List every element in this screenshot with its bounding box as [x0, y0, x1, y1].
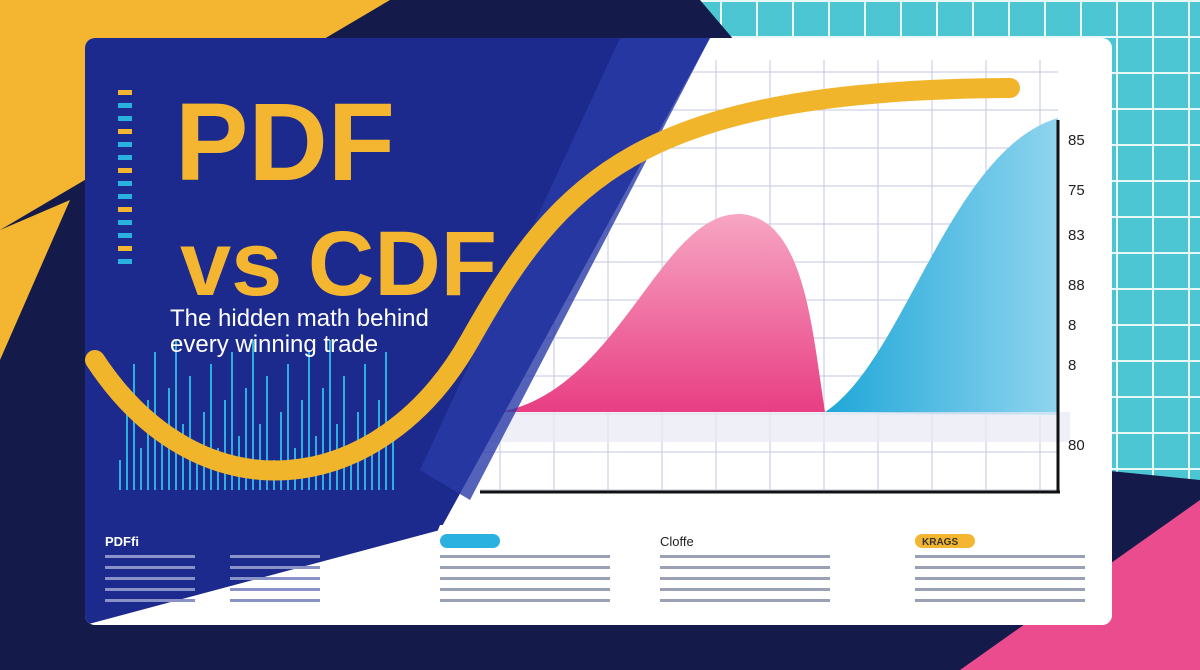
meter-cell	[118, 259, 132, 264]
meter-cell	[118, 194, 132, 199]
text-line	[915, 577, 1085, 580]
meter-cell	[118, 103, 132, 108]
text-line	[230, 555, 320, 558]
subtitle: The hidden math behind	[170, 305, 429, 332]
y-tick-label: 80	[1068, 437, 1085, 454]
footer-heading: PDFfi	[105, 534, 139, 549]
meter-cell	[118, 90, 132, 95]
title: vs CDF	[180, 213, 497, 315]
text-line	[440, 555, 610, 558]
meter-cell	[118, 168, 132, 173]
meter-cell	[118, 181, 132, 186]
y-tick-label: 75	[1068, 182, 1085, 199]
pill	[440, 534, 500, 548]
pill	[915, 534, 975, 548]
y-tick-label: 85	[1068, 132, 1085, 149]
footer-heading: KRAGS	[922, 537, 958, 548]
yellow-shape	[0, 200, 70, 360]
text-line	[230, 577, 320, 580]
meter-cell	[118, 155, 132, 160]
text-line	[440, 577, 610, 580]
text-line	[915, 588, 1085, 591]
text-line	[440, 588, 610, 591]
text-line	[230, 588, 320, 591]
text-line	[230, 599, 320, 602]
y-tick-label: 8	[1068, 357, 1076, 374]
text-line	[660, 599, 830, 602]
meter-cell	[118, 246, 132, 251]
meter-cell	[118, 233, 132, 238]
meter-cell	[118, 142, 132, 147]
text-line	[915, 599, 1085, 602]
text-line	[915, 566, 1085, 569]
pdf-area	[500, 213, 825, 412]
footer-strip	[400, 525, 1112, 625]
meter-cell	[118, 207, 132, 212]
text-line	[230, 566, 320, 569]
text-line	[105, 588, 195, 591]
meter-cell	[118, 220, 132, 225]
text-line	[105, 555, 195, 558]
subtitle: every winning trade	[170, 331, 378, 358]
meter-cell	[118, 129, 132, 134]
y-tick-label: 8	[1068, 317, 1076, 334]
footer-heading: Cloffe	[660, 534, 694, 549]
text-line	[440, 566, 610, 569]
text-line	[105, 577, 195, 580]
y-tick-label: 88	[1068, 277, 1085, 294]
text-line	[660, 577, 830, 580]
meter-cell	[118, 116, 132, 121]
title: PDF	[175, 81, 395, 204]
text-line	[660, 566, 830, 569]
text-line	[915, 555, 1085, 558]
text-line	[660, 555, 830, 558]
s-curve	[85, 78, 1020, 481]
text-line	[440, 599, 610, 602]
shadow	[470, 412, 1070, 442]
text-line	[660, 588, 830, 591]
cdf-area	[825, 118, 1058, 415]
y-tick-label: 83	[1068, 227, 1085, 244]
text-line	[105, 566, 195, 569]
text-line	[105, 599, 195, 602]
